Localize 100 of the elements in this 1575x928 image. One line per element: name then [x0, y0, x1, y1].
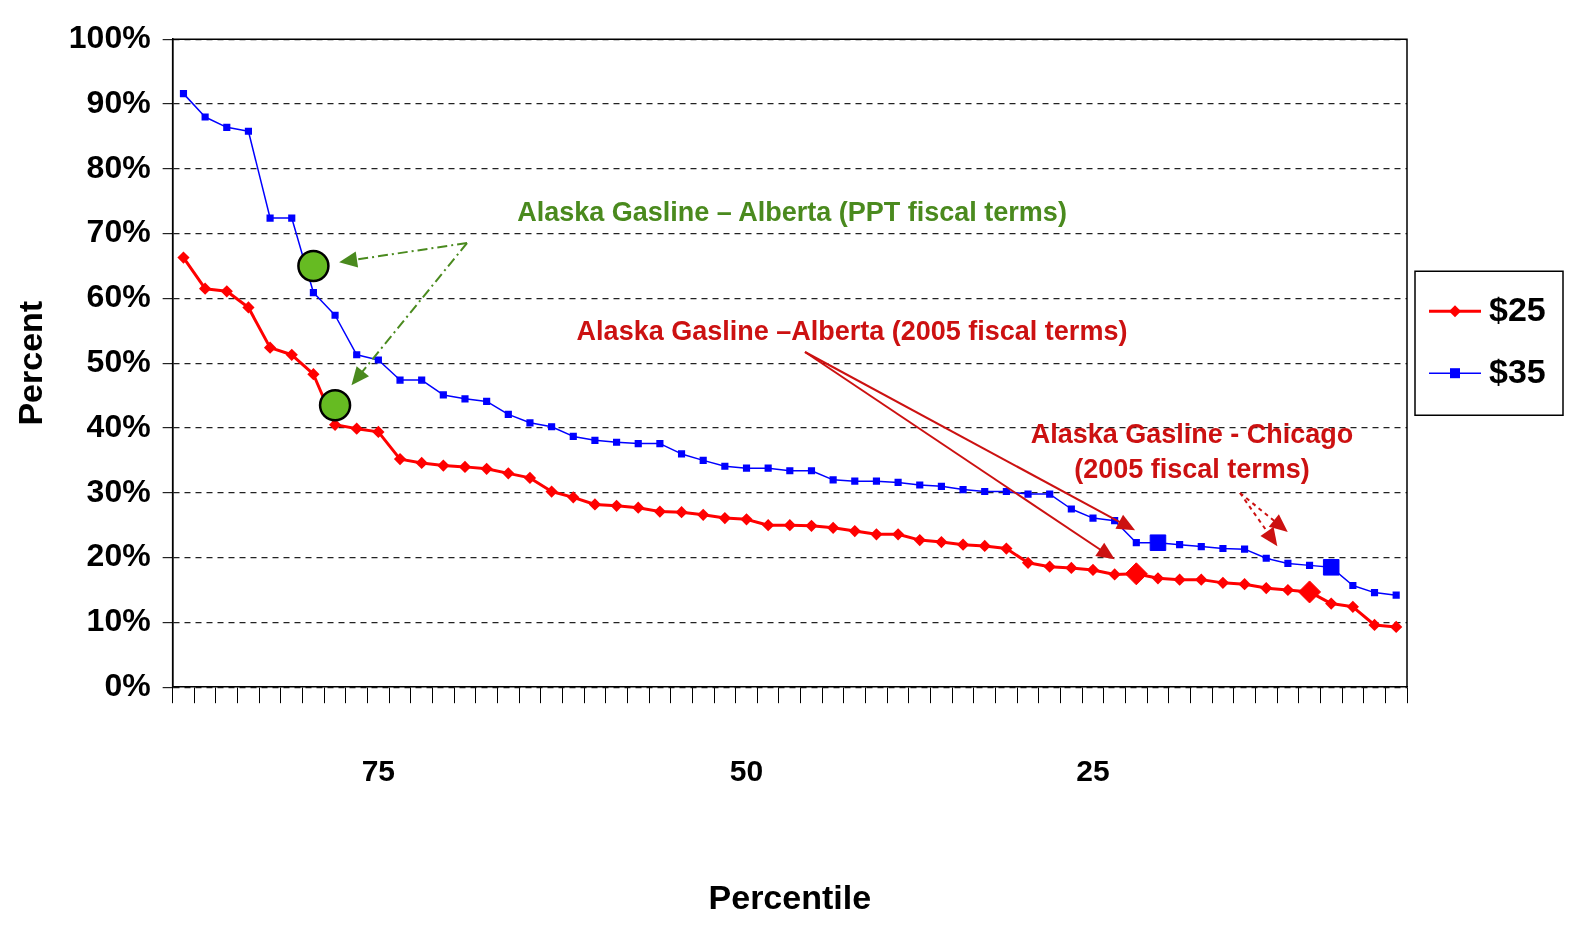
- point: [264, 342, 276, 354]
- point: [1325, 598, 1337, 610]
- point: [699, 456, 707, 464]
- point: [613, 438, 621, 446]
- point: [959, 485, 967, 494]
- point: [526, 419, 534, 427]
- point: [1347, 601, 1359, 613]
- legend-label: $25: [1489, 289, 1546, 328]
- y-tick-label: 90%: [86, 83, 151, 120]
- point: [849, 525, 861, 537]
- point: [548, 423, 556, 431]
- point: [567, 491, 579, 503]
- point: [1241, 545, 1249, 553]
- point: [481, 463, 493, 475]
- y-axis-title: Percent: [10, 300, 49, 426]
- point: [1065, 562, 1077, 574]
- point: [632, 502, 644, 514]
- point: [786, 467, 794, 475]
- point: [937, 482, 945, 490]
- x-axis-title: Percentile: [708, 877, 872, 916]
- x-tick-label: 25: [1076, 754, 1110, 788]
- point: [1022, 557, 1034, 569]
- point: [318, 389, 352, 422]
- point: [807, 467, 816, 475]
- point: [1044, 561, 1056, 573]
- point: [656, 439, 664, 448]
- point: [654, 506, 666, 518]
- y-tick-label: 100%: [68, 19, 151, 56]
- point: [935, 536, 947, 548]
- point: [1284, 559, 1292, 568]
- point: [742, 464, 751, 472]
- point: [829, 476, 837, 484]
- point: [611, 500, 623, 512]
- point: [221, 285, 233, 297]
- point: [297, 249, 330, 283]
- point: [1067, 505, 1075, 513]
- point: [223, 123, 231, 131]
- point: [459, 461, 471, 473]
- point: [331, 311, 339, 319]
- point: [1322, 559, 1340, 576]
- point: [288, 214, 296, 222]
- y-tick-label: 20%: [86, 537, 151, 574]
- y-tick-label: 10%: [86, 602, 151, 639]
- point: [244, 127, 253, 135]
- point: [242, 301, 254, 313]
- point: [1109, 568, 1121, 580]
- point: [1176, 541, 1184, 549]
- point: [1369, 619, 1381, 631]
- point: [892, 528, 904, 540]
- point: [396, 376, 404, 384]
- point: [721, 462, 729, 470]
- point: [1089, 514, 1097, 522]
- y-tick-label: 40%: [86, 407, 151, 444]
- point: [1174, 574, 1186, 586]
- point: [1305, 561, 1314, 569]
- point: [676, 506, 688, 518]
- point: [634, 439, 642, 448]
- point: [483, 397, 491, 406]
- point: [353, 351, 361, 359]
- point: [1024, 490, 1032, 498]
- point: [266, 214, 274, 222]
- y-tick-label: 0%: [104, 667, 151, 704]
- point: [1390, 621, 1402, 633]
- point: [1260, 582, 1272, 594]
- point: [374, 356, 382, 364]
- point: [1282, 584, 1294, 596]
- point: [981, 487, 989, 496]
- annotation: Alaska Gasline – Alberta (PPT fiscal terms): [517, 197, 1067, 228]
- y-tick-label: 30%: [86, 472, 151, 509]
- point: [894, 478, 902, 487]
- point: [870, 528, 882, 540]
- point: [677, 450, 686, 458]
- point: [199, 283, 211, 295]
- point: [1219, 544, 1227, 553]
- point: [201, 113, 209, 121]
- point: [1152, 572, 1164, 584]
- point: [719, 512, 731, 524]
- annotation: Alaska Gasline - Chicago (2005 fiscal terms): [1030, 419, 1354, 485]
- point: [286, 349, 298, 361]
- point: [307, 368, 319, 380]
- point: [957, 539, 969, 551]
- point: [979, 540, 991, 552]
- point: [764, 464, 772, 472]
- annotation: Alaska Gasline –Alberta (2005 fiscal terms): [576, 316, 1128, 347]
- point: [394, 453, 406, 465]
- point: [309, 288, 317, 297]
- point: [741, 513, 753, 525]
- point: [1392, 591, 1400, 599]
- x-tick-label: 75: [361, 754, 396, 788]
- point: [589, 498, 601, 510]
- point: [502, 467, 514, 479]
- y-tick-label: 70%: [86, 213, 151, 250]
- point: [1149, 534, 1167, 551]
- point: [1002, 487, 1010, 496]
- point: [372, 426, 384, 438]
- point: [439, 391, 447, 399]
- point: [872, 477, 881, 485]
- point: [437, 460, 449, 472]
- x-tick-label: 50: [729, 754, 764, 788]
- point: [1087, 564, 1099, 576]
